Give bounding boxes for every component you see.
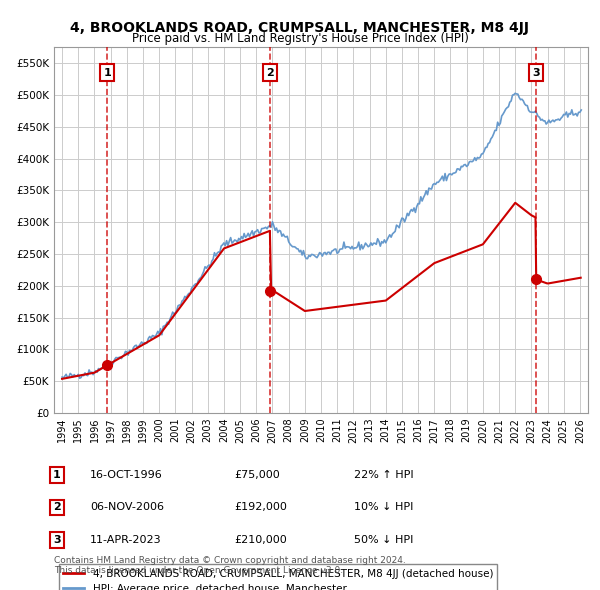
Polygon shape [54, 47, 588, 413]
Text: 22% ↑ HPI: 22% ↑ HPI [354, 470, 413, 480]
Text: 1: 1 [53, 470, 61, 480]
Legend: 4, BROOKLANDS ROAD, CRUMPSALL, MANCHESTER, M8 4JJ (detached house), HPI: Average: 4, BROOKLANDS ROAD, CRUMPSALL, MANCHESTE… [59, 565, 497, 590]
Text: 4, BROOKLANDS ROAD, CRUMPSALL, MANCHESTER, M8 4JJ: 4, BROOKLANDS ROAD, CRUMPSALL, MANCHESTE… [71, 21, 530, 35]
Text: £192,000: £192,000 [234, 503, 287, 512]
Text: 2: 2 [266, 68, 274, 78]
Text: £75,000: £75,000 [234, 470, 280, 480]
Polygon shape [54, 47, 588, 413]
Text: 16-OCT-1996: 16-OCT-1996 [90, 470, 163, 480]
Text: 3: 3 [53, 535, 61, 545]
Text: 50% ↓ HPI: 50% ↓ HPI [354, 535, 413, 545]
Text: 06-NOV-2006: 06-NOV-2006 [90, 503, 164, 512]
Text: Price paid vs. HM Land Registry's House Price Index (HPI): Price paid vs. HM Land Registry's House … [131, 32, 469, 45]
Text: £210,000: £210,000 [234, 535, 287, 545]
Polygon shape [54, 47, 588, 413]
Text: 10% ↓ HPI: 10% ↓ HPI [354, 503, 413, 512]
Text: 11-APR-2023: 11-APR-2023 [90, 535, 161, 545]
Text: 3: 3 [532, 68, 539, 78]
Text: 2: 2 [53, 503, 61, 512]
Text: 1: 1 [103, 68, 111, 78]
Text: Contains HM Land Registry data © Crown copyright and database right 2024.
This d: Contains HM Land Registry data © Crown c… [54, 556, 406, 575]
